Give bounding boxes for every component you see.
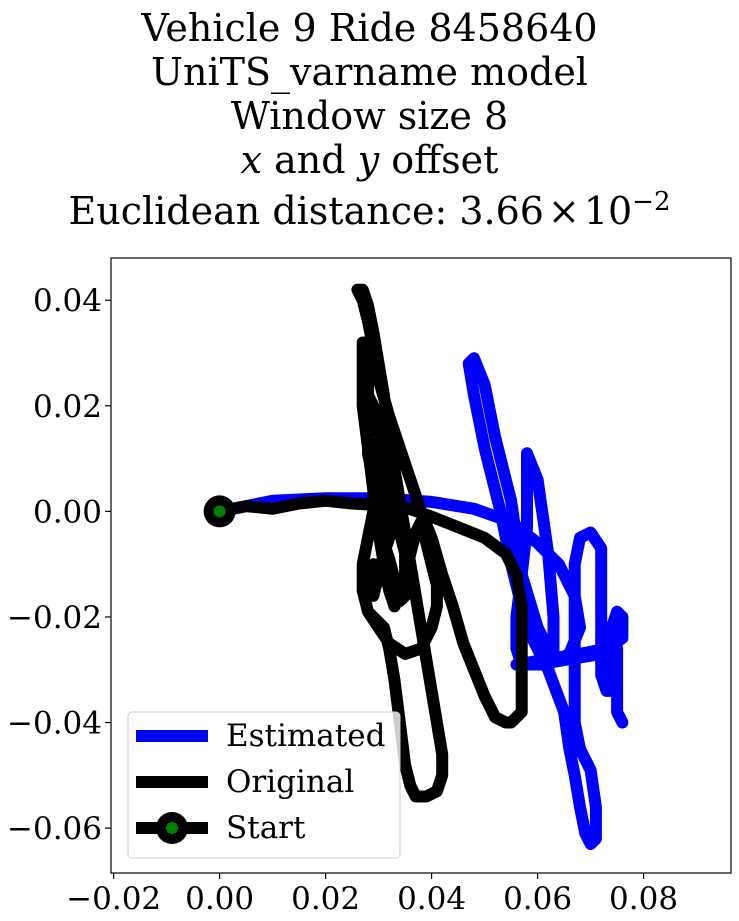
title-line-2: UniTS_varname model <box>151 50 588 94</box>
y-tick-label: 0.00 <box>33 494 102 530</box>
title-line-4: x and y offset <box>0 138 739 182</box>
title-line-1: Vehicle 9 Ride 8458640 <box>141 6 598 50</box>
y-tick-label: 0.04 <box>33 283 102 319</box>
x-tick-label: −0.02 <box>66 881 161 917</box>
title-distance-text: Euclidean distance: 3.66 <box>68 189 544 233</box>
y-tick-label: −0.02 <box>7 600 102 636</box>
title-y-symbol: y <box>357 138 380 182</box>
x-tick-label: 0.04 <box>397 881 466 917</box>
axes-frame <box>110 257 732 874</box>
title-line-5: Euclidean distance: 3.66 × 10−2 <box>0 180 739 233</box>
x-tick-label: 0.08 <box>609 881 678 917</box>
tick-layer: −0.02 0.00 0.02 0.04 0.06 0.08 0.04 0.02 0.00 −0.… <box>7 283 678 917</box>
legend-box <box>127 711 401 859</box>
legend-start-marker-inner <box>166 822 178 834</box>
legend-original-label: Original <box>226 764 354 800</box>
legend: Estimated Original Start <box>127 711 401 859</box>
y-tick-label: −0.06 <box>7 811 102 847</box>
title-times-symbol: × <box>547 189 580 233</box>
y-tick-label: 0.02 <box>33 389 102 425</box>
start-marker-inner <box>213 505 226 518</box>
title-x-symbol: x <box>240 138 263 182</box>
series-layer <box>213 283 629 850</box>
series-line-original <box>213 283 528 803</box>
legend-start-label: Start <box>226 810 306 846</box>
start-layer <box>203 495 236 528</box>
x-tick-label: 0.06 <box>503 881 572 917</box>
title-exponent: −2 <box>632 187 671 217</box>
title-and-text: and <box>262 138 358 182</box>
title-exp-base: 10 <box>583 189 633 233</box>
x-tick-label: 0.00 <box>185 881 254 917</box>
title-line-3: Window size 8 <box>230 94 509 138</box>
x-tick-label: 0.02 <box>291 881 360 917</box>
legend-estimated-label: Estimated <box>226 718 385 754</box>
y-tick-label: −0.04 <box>7 706 102 742</box>
title-offset-text: offset <box>379 138 499 182</box>
